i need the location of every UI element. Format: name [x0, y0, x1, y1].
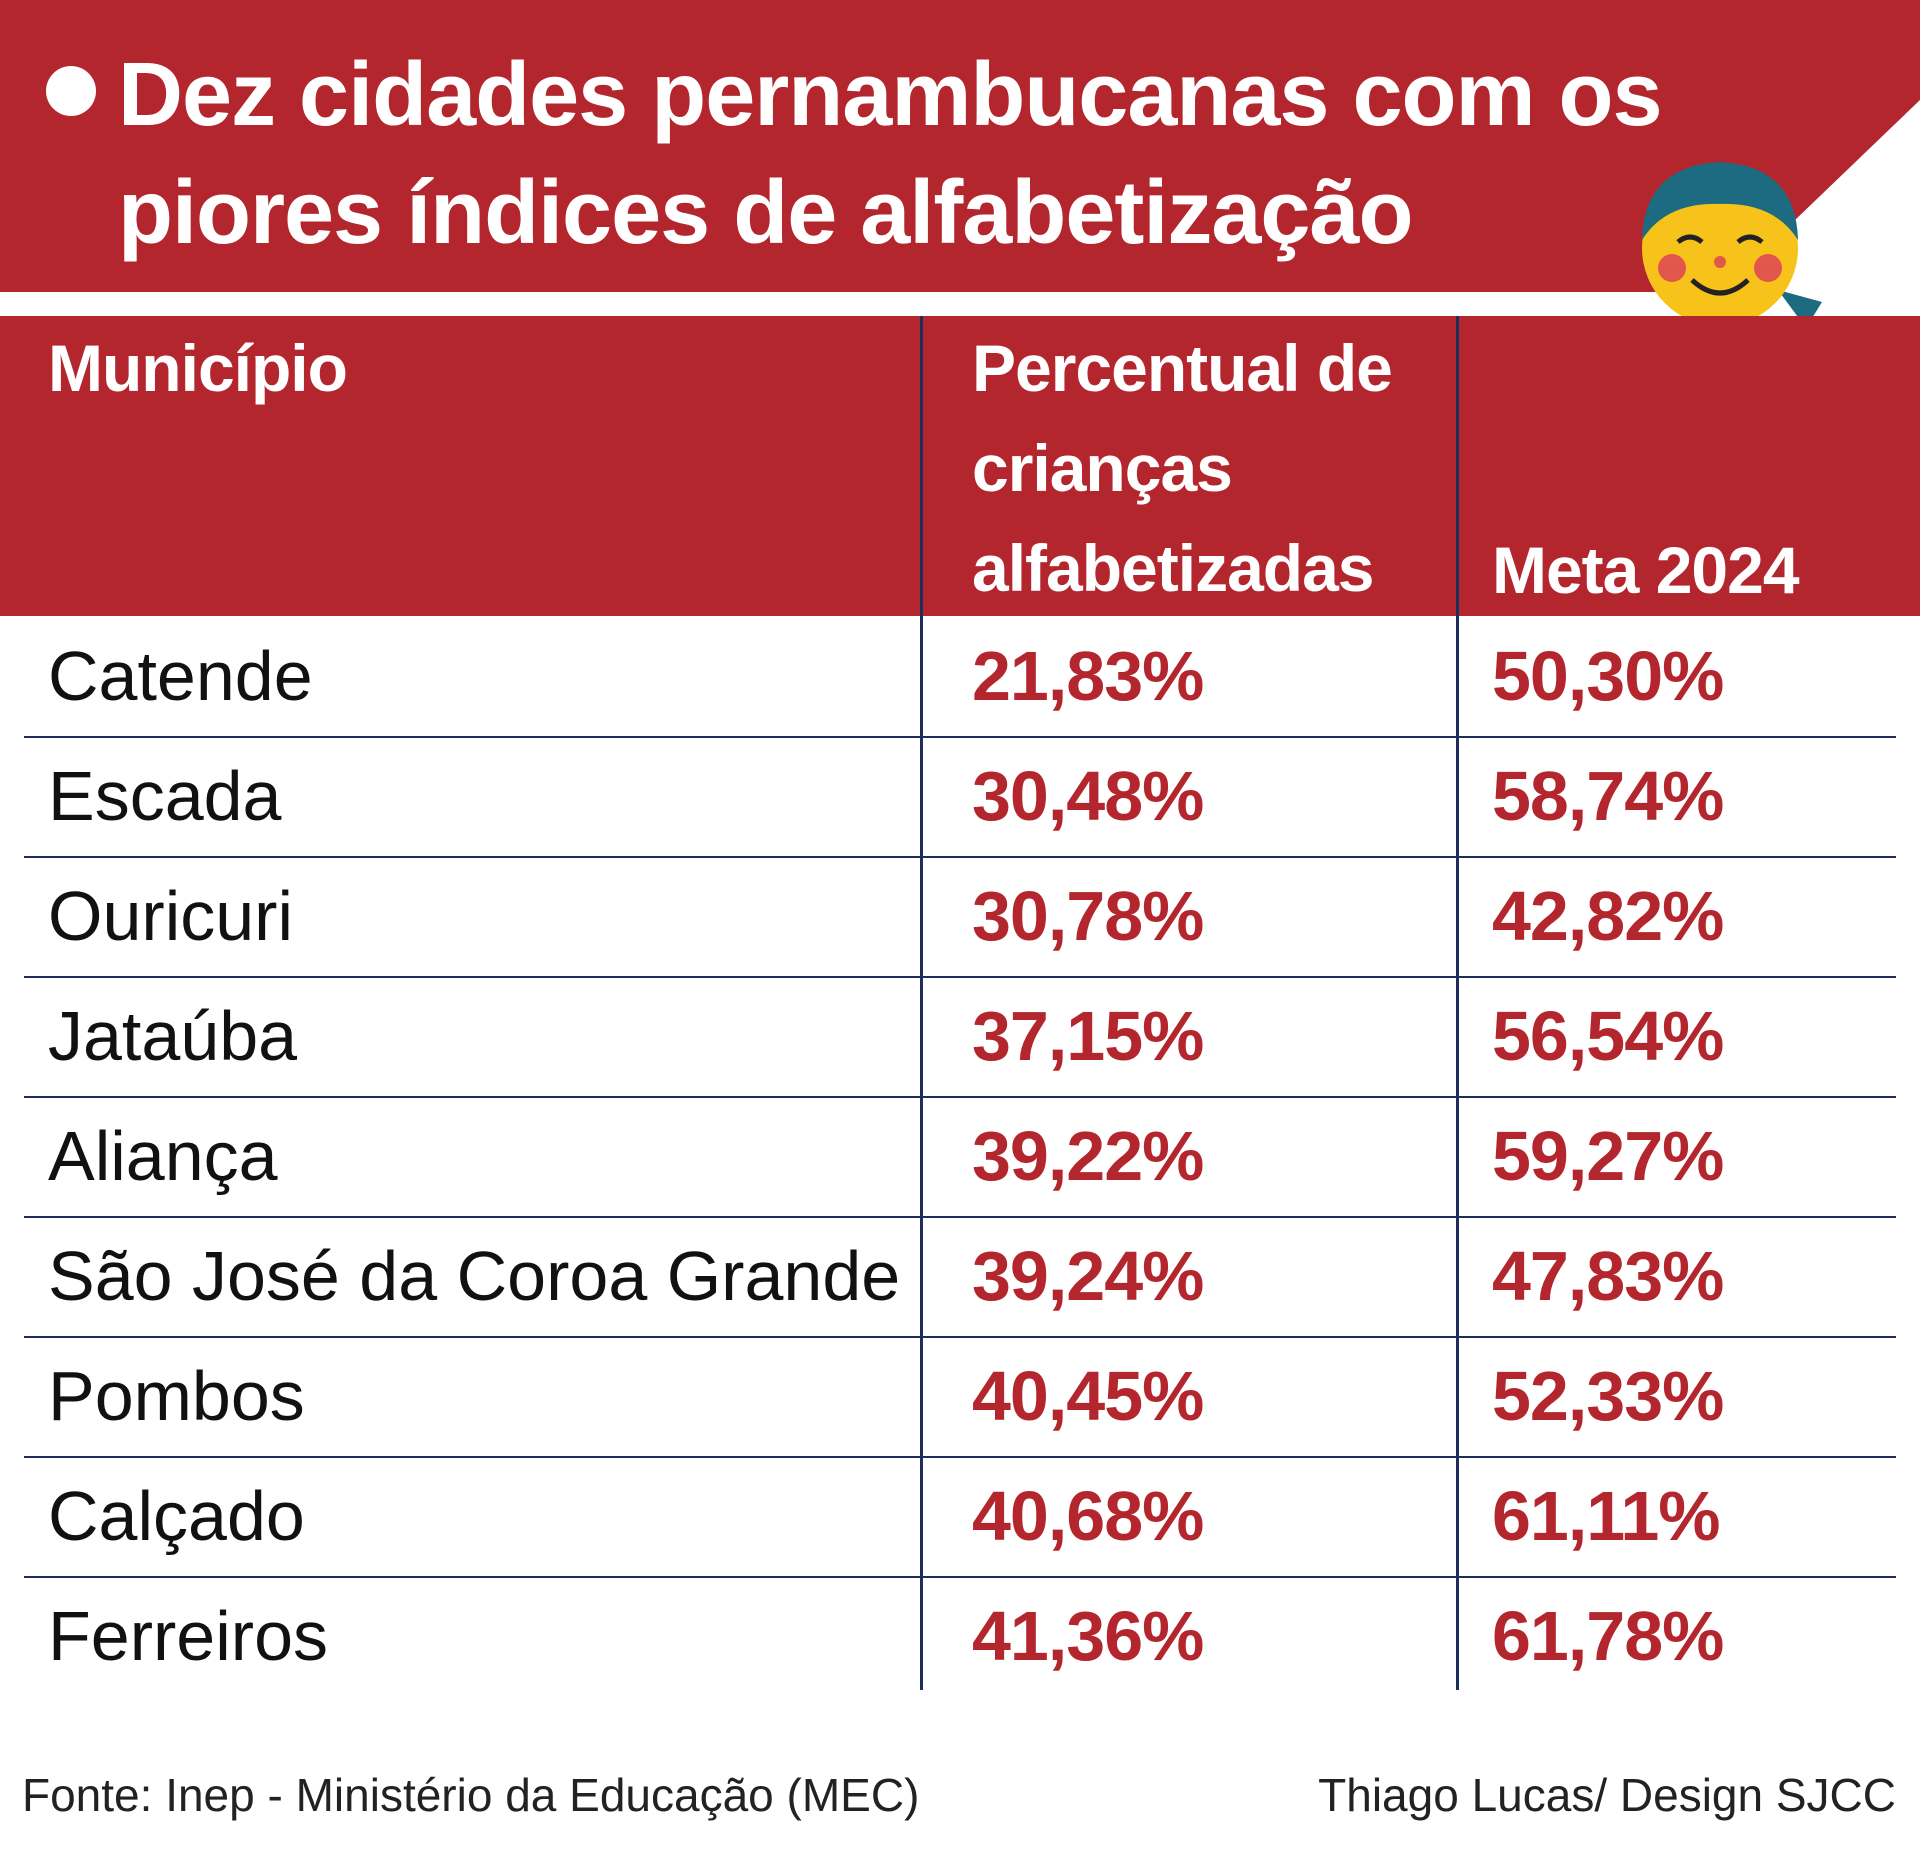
table-row: São José da Coroa Grande 39,24% 47,83%	[24, 1216, 1896, 1338]
table-row: Pombos 40,45% 52,33%	[24, 1336, 1896, 1458]
table-row: Calçado 40,68% 61,11%	[24, 1456, 1896, 1578]
page-title: Dez cidades pernambucanas com os piores …	[118, 45, 1663, 263]
table-header-band	[0, 316, 1920, 616]
cell-municipio: Calçado	[48, 1477, 305, 1555]
cell-municipio: Ouricuri	[48, 877, 294, 955]
table-row: Jataúba 37,15% 56,54%	[24, 976, 1896, 1098]
cell-meta: 59,27%	[1492, 1117, 1724, 1195]
column-divider	[1456, 316, 1459, 1690]
column-divider	[920, 316, 923, 1690]
table-row: Ferreiros 41,36% 61,78%	[24, 1576, 1896, 1696]
cell-percentual: 39,24%	[972, 1237, 1204, 1315]
footer-credit: Thiago Lucas/ Design SJCC	[1318, 1769, 1896, 1821]
table-row: Aliança 39,22% 59,27%	[24, 1096, 1896, 1218]
cell-municipio: Aliança	[48, 1117, 278, 1195]
cell-percentual: 30,48%	[972, 757, 1204, 835]
cell-percentual: 40,68%	[972, 1477, 1204, 1555]
cell-municipio: São José da Coroa Grande	[48, 1237, 901, 1315]
cell-municipio: Catende	[48, 637, 313, 715]
title-bullet-icon	[46, 66, 96, 116]
cell-municipio: Jataúba	[48, 997, 298, 1075]
cell-meta: 52,33%	[1492, 1357, 1724, 1435]
cell-percentual: 40,45%	[972, 1357, 1204, 1435]
column-header-meta: Meta 2024	[1492, 533, 1800, 607]
column-header-municipio: Município	[48, 331, 348, 405]
cell-meta: 56,54%	[1492, 997, 1724, 1075]
table-row: Escada 30,48% 58,74%	[24, 736, 1896, 858]
cell-municipio: Escada	[48, 757, 282, 835]
cell-meta: 61,78%	[1492, 1597, 1724, 1675]
footer-source: Fonte: Inep - Ministério da Educação (ME…	[22, 1769, 920, 1821]
table-row: Ouricuri 30,78% 42,82%	[24, 856, 1896, 978]
cell-municipio: Pombos	[48, 1357, 305, 1435]
cell-meta: 58,74%	[1492, 757, 1724, 835]
table-row: Catende 21,83% 50,30%	[24, 616, 1896, 738]
cell-percentual: 21,83%	[972, 637, 1204, 715]
cell-percentual: 39,22%	[972, 1117, 1204, 1195]
cell-meta: 42,82%	[1492, 877, 1724, 955]
column-header-percentual: Percentual de crianças alfabetizadas	[972, 331, 1393, 605]
cell-percentual: 30,78%	[972, 877, 1204, 955]
title-banner	[0, 0, 1920, 292]
cell-meta: 61,11%	[1492, 1477, 1721, 1555]
cell-percentual: 41,36%	[972, 1597, 1204, 1675]
cell-meta: 47,83%	[1492, 1237, 1724, 1315]
cell-meta: 50,30%	[1492, 637, 1724, 715]
cell-percentual: 37,15%	[972, 997, 1204, 1075]
cell-municipio: Ferreiros	[48, 1597, 329, 1675]
